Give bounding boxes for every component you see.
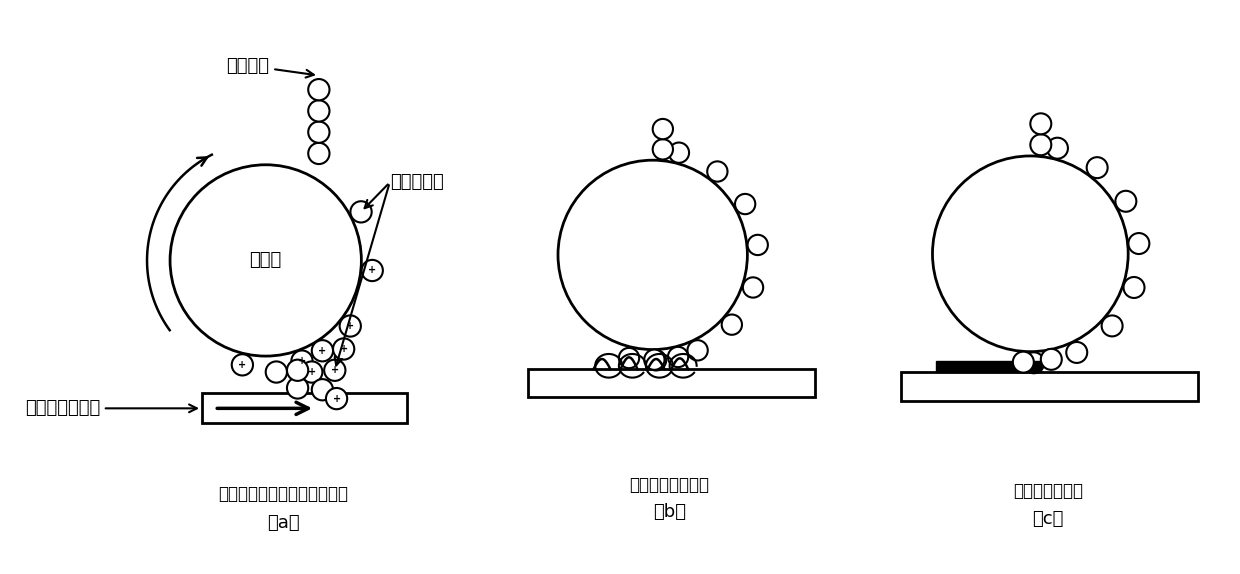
Circle shape [748, 235, 768, 255]
Circle shape [309, 79, 330, 100]
Circle shape [1040, 349, 1061, 370]
Circle shape [652, 119, 673, 139]
Circle shape [619, 348, 639, 368]
Circle shape [311, 379, 334, 401]
Circle shape [301, 362, 322, 383]
Circle shape [722, 315, 742, 335]
Circle shape [558, 160, 748, 350]
Text: +: + [238, 360, 247, 370]
Circle shape [291, 351, 312, 372]
Circle shape [1116, 191, 1136, 212]
Circle shape [265, 362, 286, 383]
Circle shape [932, 156, 1128, 352]
Text: +: + [340, 344, 347, 354]
Circle shape [326, 388, 347, 409]
Text: +: + [319, 346, 326, 356]
Bar [936, 362, 1040, 372]
Circle shape [170, 165, 361, 356]
Circle shape [1066, 342, 1087, 363]
Circle shape [1047, 138, 1068, 158]
Circle shape [1013, 352, 1034, 373]
Circle shape [645, 350, 665, 370]
Circle shape [1086, 157, 1107, 178]
Text: （a）: （a） [267, 514, 300, 532]
Text: +: + [368, 266, 376, 276]
Circle shape [668, 142, 689, 163]
Text: （b）: （b） [653, 503, 686, 521]
Circle shape [286, 360, 309, 381]
Bar [527, 369, 815, 397]
Circle shape [1123, 277, 1145, 298]
Circle shape [735, 194, 755, 214]
Text: 工件及进给方向: 工件及进给方向 [25, 400, 197, 417]
Circle shape [652, 139, 673, 160]
Text: 磨粒磨削微观凸起: 磨粒磨削微观凸起 [630, 476, 709, 494]
Text: （c）: （c） [1032, 510, 1064, 529]
Text: +: + [298, 356, 306, 366]
Circle shape [309, 122, 330, 143]
Circle shape [324, 360, 346, 381]
Circle shape [743, 277, 763, 298]
Text: 抛光轮: 抛光轮 [249, 251, 281, 269]
Circle shape [309, 143, 330, 164]
Circle shape [707, 161, 728, 181]
Circle shape [334, 338, 355, 360]
Bar [901, 372, 1198, 401]
Circle shape [1030, 134, 1052, 155]
Circle shape [1128, 233, 1149, 254]
Circle shape [232, 354, 253, 375]
Circle shape [1101, 316, 1122, 336]
Text: 磁性磨粒: 磁性磨粒 [227, 57, 314, 77]
Circle shape [286, 377, 309, 398]
Text: 整平后的沉积层: 整平后的沉积层 [1013, 482, 1083, 501]
Circle shape [646, 350, 666, 370]
Circle shape [668, 347, 688, 367]
Circle shape [340, 315, 361, 336]
Circle shape [311, 340, 334, 362]
Circle shape [1023, 352, 1044, 373]
Text: +: + [332, 394, 341, 404]
Circle shape [362, 260, 383, 281]
Text: +: + [308, 367, 316, 377]
Circle shape [309, 100, 330, 122]
Circle shape [351, 201, 372, 223]
Circle shape [687, 340, 708, 360]
Circle shape [1030, 113, 1052, 134]
Text: +: + [331, 365, 339, 375]
Text: 金属阳离子: 金属阳离子 [389, 173, 444, 192]
Text: 阳离子电结晶并形成微观凸起: 阳离子电结晶并形成微观凸起 [218, 485, 348, 503]
Text: +: + [346, 321, 355, 331]
Bar [202, 393, 408, 424]
